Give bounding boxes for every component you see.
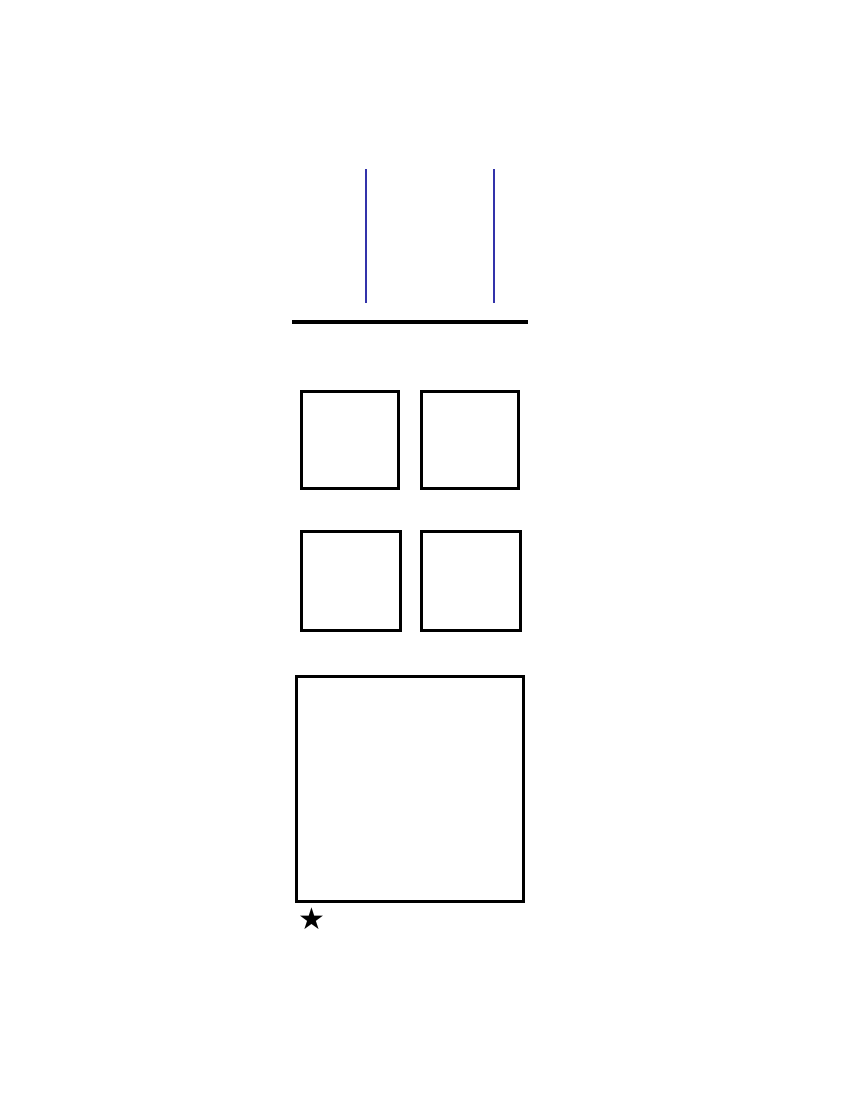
window-end-line [493,169,495,303]
comparison-corrected-traces [423,393,517,487]
particle-motion-box-original [300,530,402,632]
particle-motion-corrected [423,533,519,629]
time-axis-line [292,320,528,324]
seismogram-traces [293,165,527,307]
window-start-line [365,169,367,303]
comparison-box-corrected [420,390,520,490]
misfit-contour-canvas [298,678,522,900]
contour-plot-frame: ★ [295,675,525,935]
comparison-box-original [300,390,400,490]
particle-motion-original [303,533,399,629]
best-solution-star: ★ [298,903,325,936]
comparison-original-traces [303,393,397,487]
particle-motion-box-corrected [420,530,522,632]
